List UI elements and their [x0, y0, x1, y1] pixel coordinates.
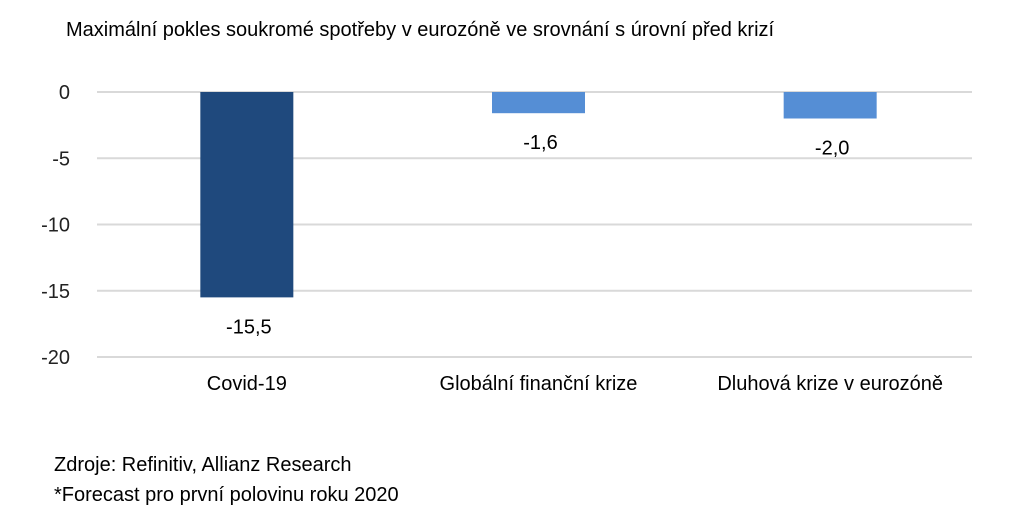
chart-notes: Zdroje: Refinitiv, Allianz Research *For…	[54, 450, 399, 510]
source-note: Zdroje: Refinitiv, Allianz Research	[54, 454, 352, 476]
y-tick-label: -20	[41, 347, 70, 369]
data-label: -2,0	[815, 138, 849, 160]
y-tick-label: -5	[52, 148, 70, 170]
category-label: Dluhová krize v eurozóně	[717, 373, 943, 395]
bar	[200, 92, 294, 298]
data-label: -1,6	[523, 132, 557, 154]
bar-chart: 0 -5 -10 -15 -20 -15,5 -1,6 -2,0 Covid-19 Globá…	[41, 82, 972, 395]
data-label: -15,5	[226, 316, 272, 338]
y-tick-label: 0	[59, 82, 70, 104]
y-tick-label: -15	[41, 281, 70, 303]
data-labels: -15,5 -1,6 -2,0	[226, 132, 849, 338]
category-label: Globální finanční krize	[440, 373, 638, 395]
category-label: Covid-19	[207, 373, 287, 395]
y-axis-ticks: 0 -5 -10 -15 -20	[41, 82, 70, 369]
bars	[200, 92, 877, 298]
category-labels: Covid-19 Globální finanční krize Dluhová k…	[207, 373, 943, 395]
chart-title: Maximální pokles soukromé spotřeby v eur…	[66, 19, 775, 41]
bar	[783, 92, 877, 119]
bar	[492, 92, 585, 114]
y-tick-label: -10	[41, 215, 70, 237]
forecast-footnote: *Forecast pro první polovinu roku 2020	[54, 484, 399, 506]
